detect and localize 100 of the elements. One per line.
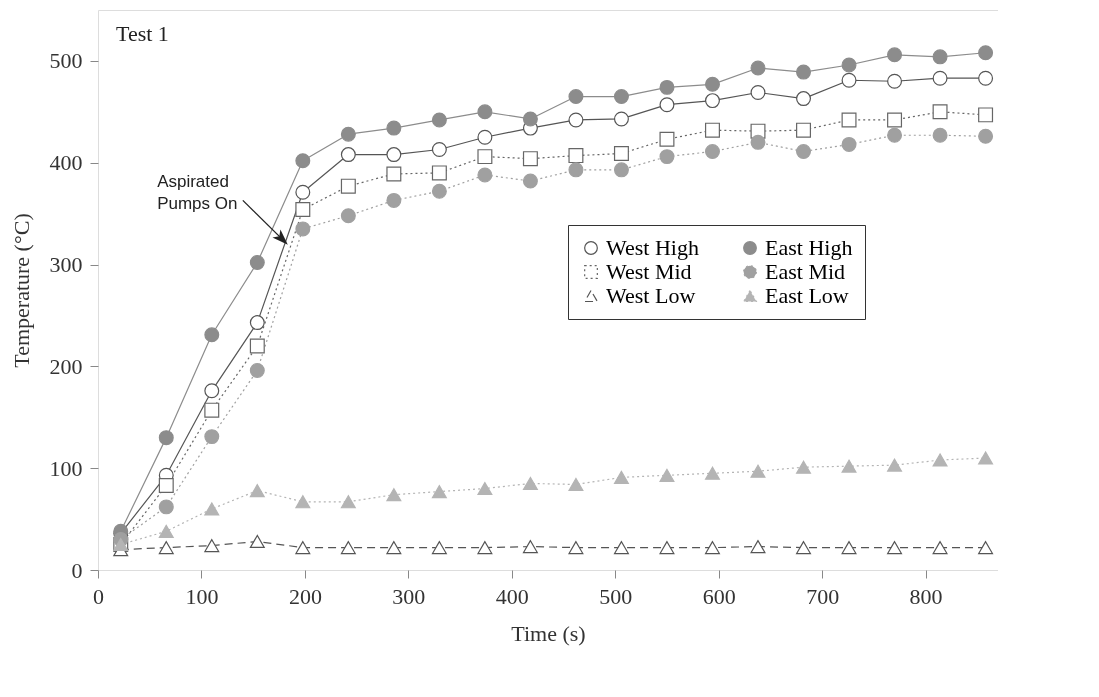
point: [568, 162, 584, 178]
x-tick-label: 300: [392, 583, 426, 609]
point: [340, 541, 356, 555]
point: [796, 144, 812, 160]
x-tick-label: 600: [702, 583, 736, 609]
point: [158, 541, 174, 555]
point: [796, 460, 812, 474]
point: [386, 488, 402, 502]
point: [887, 47, 903, 63]
point: [659, 97, 675, 113]
point: [340, 208, 356, 224]
point: [704, 76, 720, 92]
point: [932, 127, 948, 143]
x-tick-label: 700: [806, 583, 840, 609]
y-tick-label: 500: [49, 48, 83, 74]
point: [522, 151, 538, 167]
point: [431, 142, 447, 157]
point: [204, 429, 220, 445]
point: [841, 72, 857, 88]
point: [568, 89, 584, 105]
point: [841, 112, 857, 128]
point: [932, 453, 948, 467]
point: [796, 91, 812, 107]
point: [249, 534, 265, 549]
point: [659, 541, 675, 555]
point: [340, 126, 356, 142]
point: [613, 541, 629, 555]
point: [522, 476, 538, 491]
point: [841, 541, 857, 555]
point: [522, 173, 538, 189]
point: [613, 162, 629, 178]
point: [978, 541, 994, 555]
point: [477, 167, 493, 183]
point: [932, 70, 948, 86]
point: [158, 430, 174, 446]
point: [887, 73, 903, 89]
point: [568, 541, 584, 555]
point: [522, 540, 538, 554]
legend-label: West Low: [606, 283, 696, 308]
point: [249, 484, 265, 498]
point: [249, 255, 265, 270]
point: [431, 485, 447, 499]
point: [431, 165, 447, 181]
point: [750, 60, 766, 76]
point: [978, 128, 994, 144]
point: [204, 327, 220, 343]
point: [659, 149, 675, 165]
point: [249, 362, 265, 378]
point: [750, 464, 766, 478]
point: [978, 107, 994, 123]
point: [158, 524, 174, 538]
point: [295, 221, 311, 237]
point: [978, 70, 994, 86]
point: [477, 541, 493, 555]
x-tick-label: 500: [599, 583, 633, 609]
point: [796, 541, 812, 555]
legend-label: East Mid: [765, 259, 846, 284]
point: [613, 111, 629, 127]
x-tick-label: 100: [185, 583, 219, 609]
point: [750, 84, 766, 100]
x-tick-label: 800: [909, 583, 943, 609]
point: [477, 149, 493, 165]
point: [295, 202, 311, 218]
annotation: Aspirated Pumps On: [157, 172, 238, 214]
legend-label: West Mid: [606, 259, 692, 284]
point: [431, 183, 447, 199]
point: [204, 402, 220, 418]
point: [659, 468, 675, 482]
point: [204, 383, 220, 399]
point: [613, 146, 629, 162]
legend-label: East High: [765, 235, 853, 260]
point: [386, 147, 402, 163]
legend-label: West High: [606, 235, 699, 260]
y-tick-label: 400: [49, 150, 83, 176]
point: [568, 112, 584, 128]
y-tick-label: 300: [49, 252, 83, 278]
point: [340, 178, 356, 194]
point: [887, 541, 903, 555]
annotation: Test 1: [116, 21, 169, 46]
point: [887, 458, 903, 472]
point: [841, 57, 857, 73]
point: [386, 541, 402, 555]
y-tick-label: 100: [49, 455, 83, 481]
point: [841, 136, 857, 152]
point: [796, 122, 812, 138]
point: [887, 112, 903, 128]
point: [249, 315, 265, 331]
point: [704, 93, 720, 109]
x-tick-label: 400: [495, 583, 529, 609]
point: [522, 111, 538, 127]
point: [386, 192, 402, 208]
point: [841, 459, 857, 473]
point: [204, 538, 220, 553]
point: [295, 184, 311, 200]
point: [704, 466, 720, 480]
y-tick-label: 0: [71, 557, 83, 583]
point: [568, 148, 584, 164]
point: [340, 147, 356, 163]
point: [659, 79, 675, 95]
x-tick-label: 200: [288, 583, 322, 609]
